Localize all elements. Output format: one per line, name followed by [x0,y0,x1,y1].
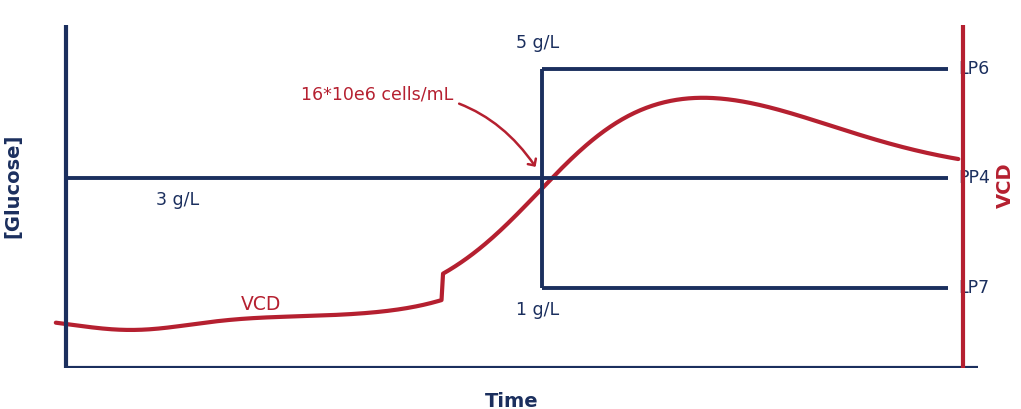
Text: PP4: PP4 [959,169,990,187]
Text: VCD: VCD [995,163,1015,209]
Text: LP7: LP7 [959,279,989,297]
Text: 5 g/L: 5 g/L [516,34,558,52]
Text: LP6: LP6 [959,60,989,78]
Text: 16*10e6 cells/mL: 16*10e6 cells/mL [301,85,536,165]
Text: [Glucose]: [Glucose] [3,133,22,238]
Text: VCD: VCD [241,295,282,314]
Text: 3 g/L: 3 g/L [156,191,199,209]
Text: 1 g/L: 1 g/L [516,301,558,319]
Text: Time: Time [485,392,539,409]
